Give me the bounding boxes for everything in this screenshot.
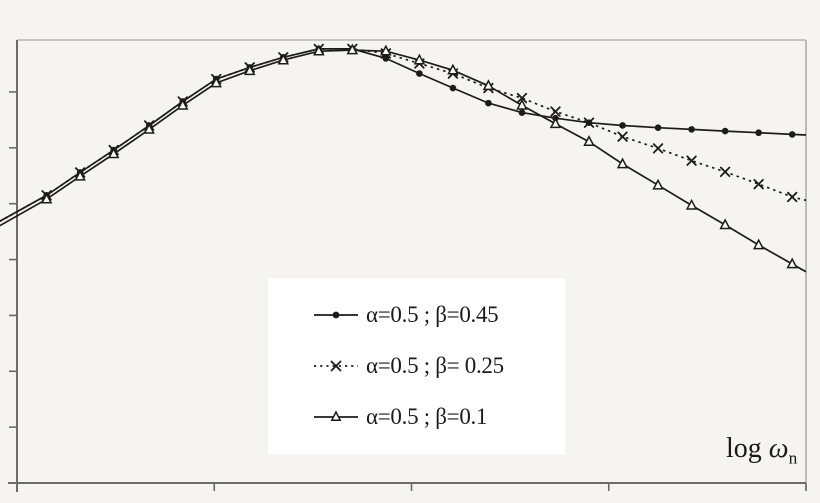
legend-item-beta-01: α=0.5 ; β=0.1 [313, 403, 565, 431]
series-line-1 [0, 48, 807, 223]
dot-marker [788, 131, 796, 138]
triangle-marker [210, 76, 222, 88]
dot-marker [485, 99, 492, 107]
legend-label-beta-025: α=0.5 ; β= 0.25 [366, 353, 504, 378]
triangle-marker [244, 64, 256, 76]
series-x [0, 43, 807, 223]
x-marker [583, 117, 595, 128]
dot-marker [654, 124, 662, 132]
legend: α=0.5 ; β=0.45 α=0.5 ; β= 0.25 α=0.5 ; β… [268, 278, 565, 454]
dot-marker [755, 129, 762, 137]
triangle-marker [143, 122, 155, 134]
dot-marker [518, 109, 526, 116]
dot-marker [721, 127, 729, 135]
series-triangle [0, 43, 807, 273]
triangle-marker [719, 218, 731, 230]
legend-label-beta-01: α=0.5 ; β=0.1 [366, 404, 488, 429]
triangle-marker [413, 53, 426, 65]
dot-marker [619, 122, 626, 129]
triangle-line-marker-icon [314, 410, 358, 421]
triangle-marker [652, 178, 664, 190]
x-marker [516, 92, 528, 104]
triangle-marker [616, 157, 629, 169]
dot-marker [416, 70, 423, 77]
series-line-2 [0, 49, 807, 273]
series-line-0 [0, 48, 807, 223]
x-marker [719, 166, 731, 178]
triangle-marker [786, 257, 798, 269]
triangle-marker [346, 43, 359, 55]
triangle-marker [516, 98, 528, 110]
x-marker [550, 106, 561, 117]
x-axis-label-log: log [726, 433, 769, 464]
x-marker [786, 191, 798, 203]
x-dotted-line-marker-icon [314, 360, 358, 372]
dot-line-marker-icon [314, 311, 358, 319]
x-axis-label-subscript: n [788, 448, 798, 468]
legend-item-beta-025: α=0.5 ; β= 0.25 [313, 352, 565, 380]
dot-marker [449, 84, 457, 92]
triangle-marker [176, 98, 189, 110]
triangle-marker [277, 53, 290, 65]
x-marker [652, 143, 664, 154]
triangle-marker [549, 117, 562, 129]
omega-symbol: ω [768, 433, 789, 464]
dot-marker [382, 55, 390, 62]
triangle-marker [107, 147, 120, 159]
triangle-marker [40, 192, 53, 204]
dot-marker [688, 126, 695, 133]
x-marker [686, 155, 697, 166]
triangle-marker [74, 169, 86, 181]
triangle-marker [313, 44, 325, 56]
triangle-marker [447, 63, 459, 75]
x-axis-label: log ωn [726, 433, 797, 469]
triangle-marker [583, 135, 595, 147]
series-dot [0, 45, 807, 223]
x-marker [753, 178, 764, 190]
legend-label-beta-045: α=0.5 ; β=0.45 [366, 302, 499, 327]
x-marker [617, 131, 628, 142]
triangle-marker [685, 198, 698, 210]
triangle-marker [752, 238, 765, 250]
triangle-marker [380, 44, 392, 56]
triangle-marker [482, 79, 495, 91]
legend-item-beta-045: α=0.5 ; β=0.45 [313, 301, 565, 329]
